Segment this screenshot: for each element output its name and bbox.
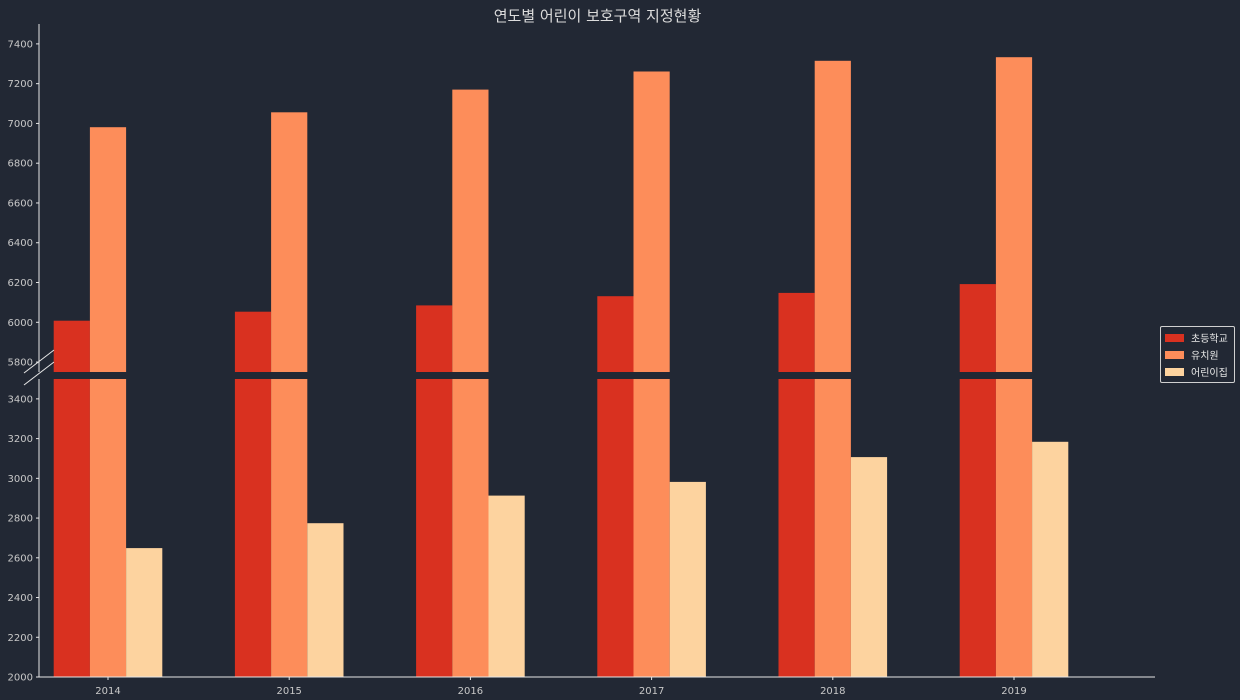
bar-2018-series-1-upper — [778, 292, 815, 372]
bar-2018-series-2-upper — [814, 60, 851, 373]
bar-2016-series-1-lower — [416, 379, 453, 677]
bar-2016-series-2-upper — [452, 89, 489, 372]
y-upper-tick-label-7200: 7200 — [8, 79, 33, 90]
bar-2017-series-1-upper — [597, 296, 634, 372]
bar-2016-series-2-lower — [452, 379, 489, 677]
bar-2014-series-2-lower — [89, 379, 127, 677]
y-lower-tick-label-3000: 3000 — [8, 474, 33, 485]
bar-2014-series-1-lower — [53, 379, 90, 677]
x-tick-label-2018: 2018 — [820, 686, 845, 697]
legend-item-1: 초등학교 — [1161, 329, 1234, 346]
y-lower-tick-label-2800: 2800 — [8, 514, 33, 525]
bar-2018-series-3-lower — [850, 457, 888, 677]
bar-2017-series-3-lower — [669, 481, 706, 677]
y-upper-tick-label-6000: 6000 — [8, 318, 33, 329]
bar-2015-series-3-lower — [307, 523, 344, 677]
legend-swatch-3 — [1165, 367, 1184, 376]
bar-2014-series-2-upper — [89, 127, 127, 372]
legend-item-2: 유치원 — [1161, 346, 1234, 363]
bar-2014-series-1-upper — [53, 320, 90, 372]
bar-2018-series-1-lower — [778, 379, 815, 677]
x-tick-label-2015: 2015 — [276, 686, 301, 697]
y-lower-tick-label-3400: 3400 — [8, 394, 33, 405]
bar-2019-series-1-upper — [959, 284, 996, 372]
bar-2019-series-2-upper — [995, 57, 1033, 372]
y-lower-tick-label-2200: 2200 — [8, 633, 33, 644]
bar-2019-series-3-lower — [1032, 441, 1069, 677]
bar-2016-series-1-upper — [416, 305, 453, 372]
y-upper-tick-label-7400: 7400 — [8, 39, 33, 50]
bar-2015-series-2-lower — [271, 379, 308, 677]
bar-2014-series-3-lower — [126, 548, 163, 677]
bar-2017-series-1-lower — [597, 379, 634, 677]
y-lower-tick-label-3200: 3200 — [8, 434, 33, 445]
chart-title: 연도별 어린이 보호구역 지정현황 — [493, 7, 702, 25]
bar-2015-series-1-upper — [234, 311, 272, 372]
y-upper-tick-label-6400: 6400 — [8, 238, 33, 249]
bar-2015-series-2-upper — [271, 112, 308, 373]
bar-2015-series-1-lower — [234, 379, 272, 677]
axis-break-mark-upper — [23, 349, 55, 374]
y-lower-tick-label-2400: 2400 — [8, 593, 33, 604]
x-tick-label-2017: 2017 — [639, 686, 664, 697]
bar-2019-series-2-lower — [995, 379, 1033, 677]
legend-label-3: 어린이집 — [1191, 368, 1228, 379]
bar-2016-series-3-lower — [488, 495, 525, 677]
y-upper-tick-label-7000: 7000 — [8, 119, 33, 130]
y-upper-tick-label-6800: 6800 — [8, 159, 33, 170]
legend-label-1: 초등학교 — [1191, 334, 1228, 345]
y-upper-tick-label-5800: 5800 — [8, 358, 33, 369]
y-upper-tick-label-6600: 6600 — [8, 198, 33, 209]
x-tick-label-2014: 2014 — [95, 686, 120, 697]
bar-2017-series-2-lower — [633, 379, 670, 677]
y-upper-tick-label-6200: 6200 — [8, 278, 33, 289]
legend-swatch-2 — [1165, 350, 1184, 359]
legend-label-2: 유치원 — [1191, 351, 1219, 362]
legend-item-3: 어린이집 — [1161, 363, 1234, 380]
y-lower-tick-label-2600: 2600 — [8, 553, 33, 564]
bar-2018-series-2-lower — [814, 379, 851, 677]
x-tick-label-2016: 2016 — [458, 686, 483, 697]
bar-2019-series-1-lower — [959, 379, 996, 677]
x-tick-label-2019: 2019 — [1001, 686, 1026, 697]
axis-break-mark-lower — [23, 361, 55, 386]
bar-2017-series-2-upper — [633, 71, 670, 372]
legend-swatch-1 — [1165, 333, 1184, 342]
y-lower-tick-label-2000: 2000 — [8, 673, 33, 684]
